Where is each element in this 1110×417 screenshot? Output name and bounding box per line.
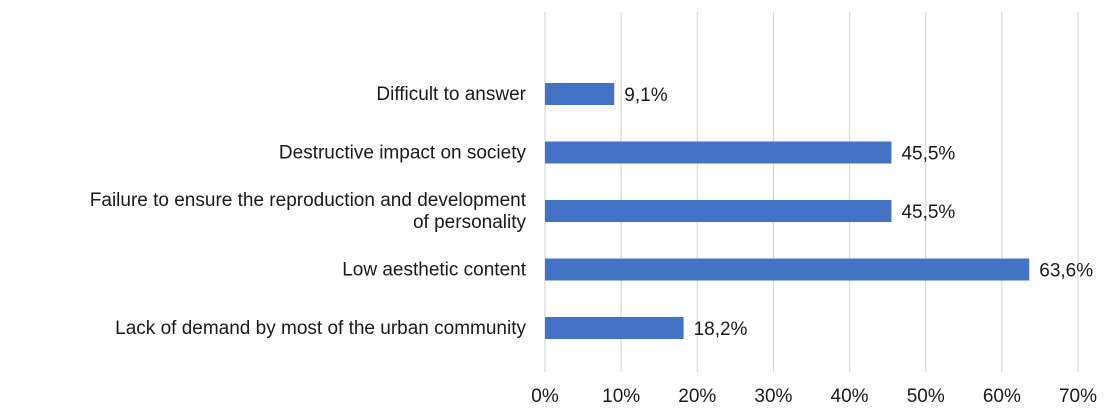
data-label: 9,1% — [624, 85, 667, 106]
category-label: Failure to ensure the reproduction and d… — [90, 190, 527, 233]
category-label-line: Destructive impact on society — [279, 143, 527, 164]
data-label: 45,5% — [901, 144, 955, 165]
x-tick-label: 0% — [531, 386, 559, 407]
bar — [545, 200, 892, 222]
bar — [545, 83, 615, 105]
x-axis-tick-labels: 0% 10% 20% 30% 40% 50% 60% 70% — [531, 386, 1097, 407]
x-tick-label: 50% — [907, 386, 945, 407]
data-labels: 9,1% 45,5% 45,5% 63,6% 18,2% — [624, 85, 1093, 340]
data-label: 63,6% — [1039, 261, 1093, 282]
category-label-line: Difficult to answer — [376, 84, 526, 105]
x-tick-label: 10% — [602, 386, 640, 407]
category-label: Destructive impact on society — [279, 143, 527, 164]
category-label: Low aesthetic content — [342, 260, 527, 281]
category-label-line: Low aesthetic content — [342, 260, 527, 281]
gridlines — [544, 12, 1079, 372]
bar — [545, 258, 1030, 281]
data-label: 45,5% — [901, 202, 955, 223]
category-label-line: of personality — [413, 212, 527, 233]
x-tick-label: 20% — [678, 386, 716, 407]
x-tick-label: 40% — [831, 386, 869, 407]
bars — [545, 83, 1030, 339]
x-tick-label: 30% — [754, 386, 792, 407]
bar — [545, 141, 892, 164]
category-labels: Difficult to answer Destructive impact on… — [90, 84, 527, 339]
x-tick-label: 60% — [983, 386, 1021, 407]
category-label: Difficult to answer — [376, 84, 526, 105]
category-label: Lack of demand by most of the urban comm… — [115, 318, 526, 339]
data-label: 18,2% — [694, 319, 748, 340]
category-label-line: Lack of demand by most of the urban comm… — [115, 318, 526, 339]
x-tick-label: 70% — [1059, 386, 1097, 407]
bar — [545, 317, 684, 339]
category-label-line: Failure to ensure the reproduction and d… — [90, 190, 527, 211]
